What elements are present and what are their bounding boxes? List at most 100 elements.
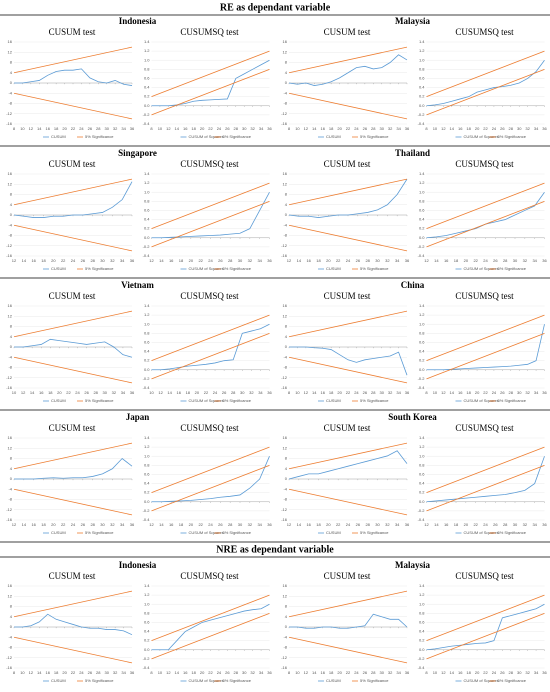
y-tick-label: 1.2 (144, 48, 150, 53)
y-tick-label: -0.4 (418, 517, 426, 522)
x-tick-label: 12 (12, 522, 17, 527)
section-heading: RE as dependant variable (220, 2, 331, 13)
y-tick-label: -4 (8, 634, 12, 639)
x-tick-label: 14 (175, 670, 180, 675)
x-tick-label: 30 (379, 126, 384, 131)
series-line (426, 332, 545, 380)
y-tick-label: 16 (283, 583, 288, 588)
y-tick-label: -8 (8, 497, 12, 502)
y-tick-label: 12 (283, 593, 288, 598)
y-tick-label: 0.6 (144, 208, 150, 213)
x-tick-label: 30 (103, 390, 108, 395)
series-line (288, 356, 408, 384)
y-tick-label: 0 (10, 212, 13, 217)
series-line (14, 613, 133, 636)
series-line (288, 224, 408, 252)
x-tick-label: 22 (473, 522, 478, 527)
x-tick-label: 16 (320, 126, 325, 131)
legend-label: CUSUM of Squares (189, 134, 224, 139)
y-tick-label: 8 (285, 192, 288, 197)
chart-title: CUSUMSQ test (180, 571, 239, 581)
x-tick-label: 24 (483, 258, 488, 263)
x-tick-label: 26 (356, 258, 361, 263)
legend-label: 5% Significance (360, 678, 389, 683)
y-tick-label: 0.8 (419, 330, 425, 335)
x-tick-label: 36 (405, 390, 410, 395)
y-tick-label: -0.4 (418, 665, 426, 670)
x-tick-label: 12 (149, 258, 154, 263)
y-tick-label: 1.0 (419, 453, 425, 458)
x-tick-label: 28 (231, 390, 236, 395)
series-line (288, 92, 408, 120)
y-tick-label: 0.8 (144, 462, 150, 467)
y-tick-label: 4 (10, 202, 13, 207)
x-tick-label: 14 (450, 390, 455, 395)
y-tick-label: 4 (10, 70, 13, 75)
x-tick-label: 12 (158, 390, 163, 395)
legend-label: CUSUM (51, 530, 66, 535)
y-tick-label: 0.4 (419, 217, 425, 222)
x-tick-label: 8 (288, 390, 291, 395)
series-line (13, 356, 133, 384)
y-tick-label: -0.2 (143, 112, 151, 117)
y-tick-label: -0.4 (143, 253, 151, 258)
y-tick-label: 0.0 (144, 499, 150, 504)
x-tick-label: 30 (513, 258, 518, 263)
x-tick-label: 26 (218, 258, 223, 263)
x-tick-label: 22 (208, 126, 213, 131)
x-tick-label: 18 (329, 670, 334, 675)
y-tick-label: -12 (281, 243, 288, 248)
y-tick-label: 0.4 (419, 629, 425, 634)
x-tick-label: 14 (167, 390, 172, 395)
x-tick-label: 8 (288, 670, 291, 675)
x-tick-label: 34 (396, 670, 401, 675)
y-tick-label: -0.2 (143, 376, 151, 381)
series-line (151, 612, 270, 660)
y-tick-label: 1.4 (419, 303, 425, 308)
chart-title: CUSUMSQ test (455, 423, 514, 433)
x-tick-label: 8 (425, 390, 428, 395)
x-tick-label: 10 (158, 670, 163, 675)
x-tick-label: 26 (222, 390, 227, 395)
series-line (13, 178, 133, 206)
y-tick-label: 16 (283, 171, 288, 176)
x-tick-label: 30 (104, 126, 109, 131)
y-tick-label: 16 (283, 303, 288, 308)
series-line (426, 324, 545, 371)
series-line (426, 464, 545, 512)
x-tick-label: 18 (466, 126, 471, 131)
y-tick-label: -0.4 (143, 385, 151, 390)
chart-title: CUSUMSQ test (180, 423, 239, 433)
country-label: Malaysia (395, 16, 430, 26)
x-tick-label: 20 (475, 126, 480, 131)
y-tick-label: 1.2 (144, 444, 150, 449)
y-tick-label: -0.2 (418, 508, 426, 513)
x-tick-label: 14 (312, 126, 317, 131)
y-tick-label: 16 (283, 435, 288, 440)
series-line (426, 200, 545, 248)
x-tick-label: 30 (238, 522, 243, 527)
x-tick-label: 36 (130, 258, 135, 263)
x-tick-label: 16 (169, 258, 174, 263)
x-tick-label: 20 (464, 522, 469, 527)
x-tick-label: 22 (71, 126, 76, 131)
legend-label: CUSUM (51, 266, 66, 271)
chart-title: CUSUM test (49, 27, 96, 37)
x-tick-label: 24 (75, 390, 80, 395)
x-tick-label: 28 (509, 670, 514, 675)
series-line (151, 314, 270, 362)
y-tick-label: 1.0 (144, 189, 150, 194)
y-tick-label: 4 (285, 466, 288, 471)
x-tick-label: 20 (475, 390, 480, 395)
series-line (151, 192, 270, 239)
y-tick-label: 1.0 (419, 321, 425, 326)
y-tick-label: 0 (285, 344, 288, 349)
legend-label: 5% Significance (85, 134, 114, 139)
y-tick-label: 12 (283, 445, 288, 450)
x-tick-label: 34 (258, 390, 263, 395)
x-tick-label: 12 (304, 670, 309, 675)
y-tick-label: 0.0 (144, 235, 150, 240)
x-tick-label: 36 (267, 670, 272, 675)
y-tick-label: -8 (8, 101, 12, 106)
